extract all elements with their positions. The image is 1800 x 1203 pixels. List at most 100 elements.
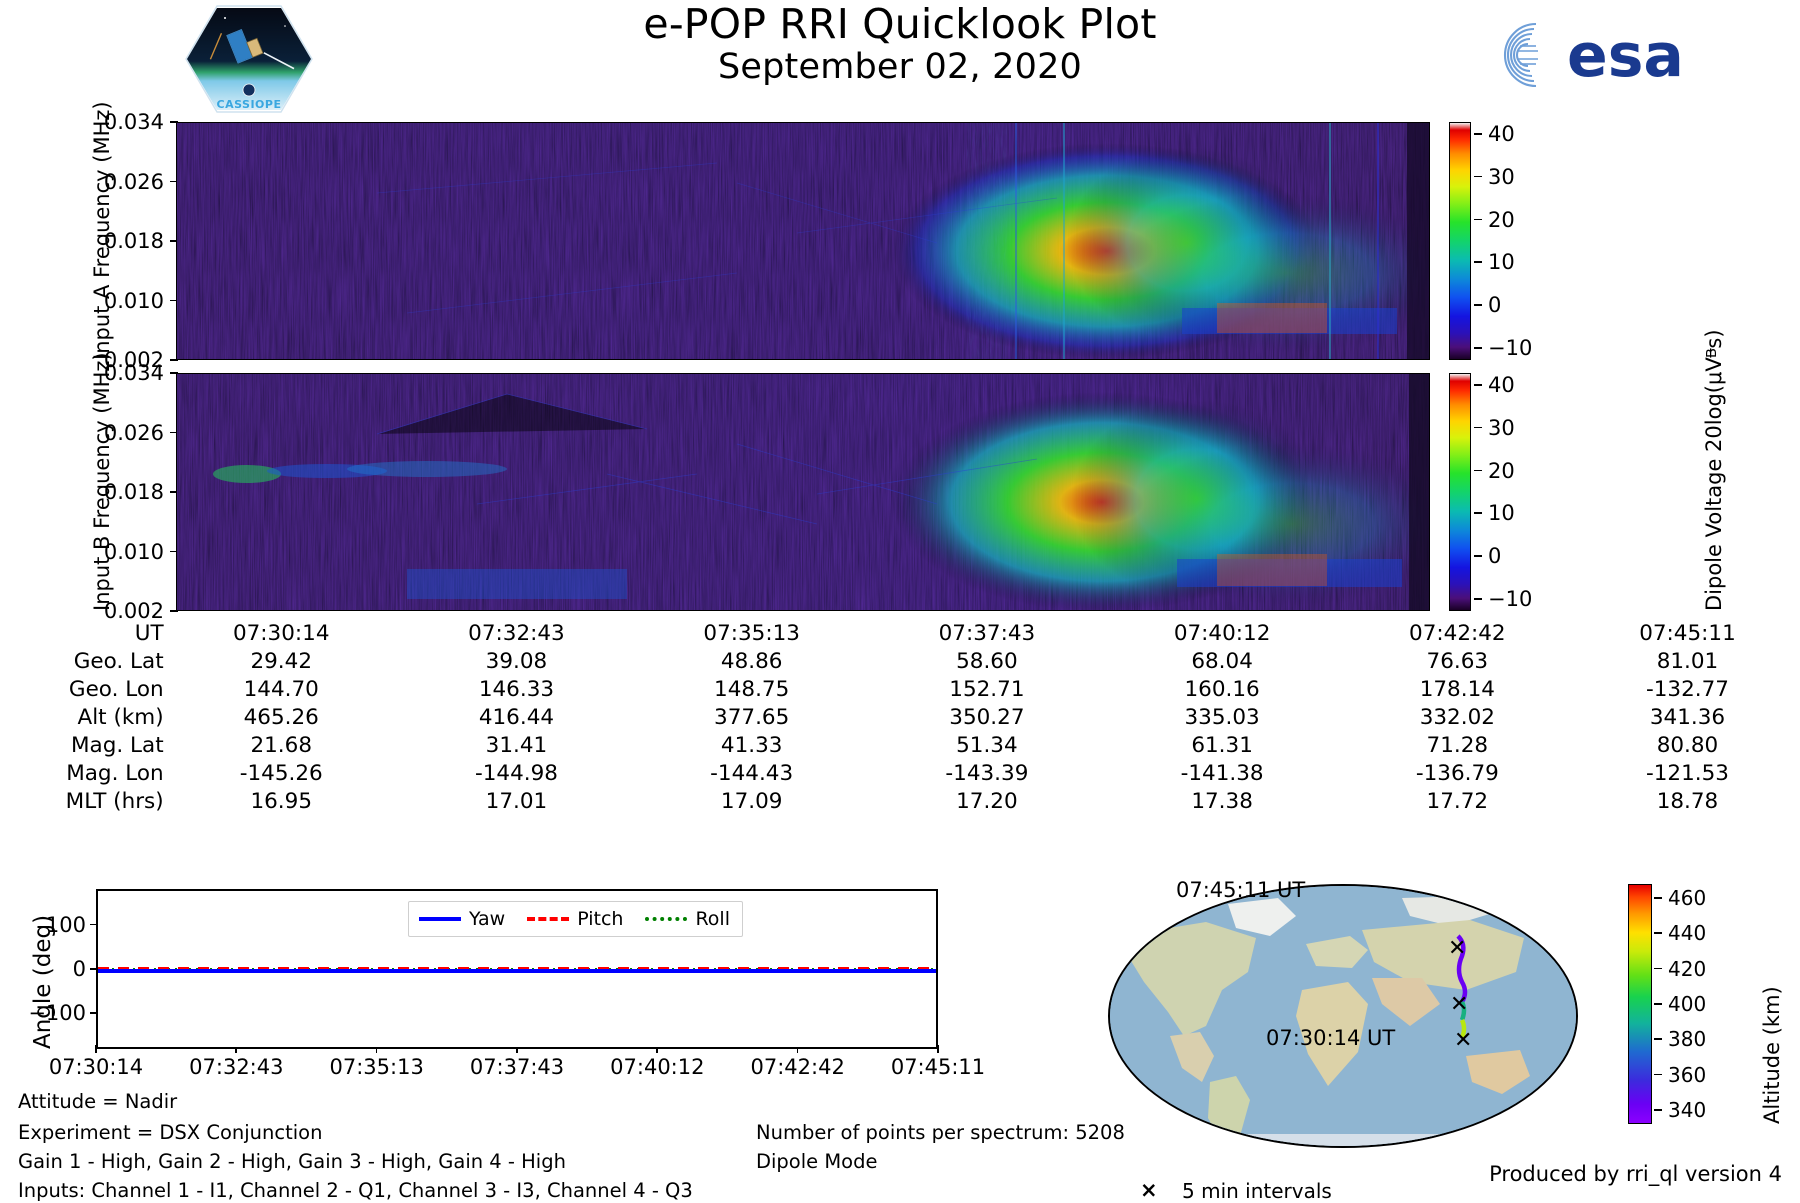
colorbar-tick-mark (1474, 261, 1482, 263)
table-cell: 465.26 (243, 704, 319, 730)
table-cell: 51.34 (956, 732, 1018, 758)
table-cell: 18.78 (1656, 788, 1719, 814)
y-tick-label: 0.026 (103, 169, 164, 194)
colorbar-tick-mark (1474, 384, 1482, 386)
table-cell: -132.77 (1645, 676, 1729, 702)
y-tick-mark (170, 491, 178, 493)
table-cell: 41.33 (720, 732, 783, 758)
table-cell: 17.01 (485, 788, 548, 814)
legend-item-roll: Roll (645, 908, 730, 930)
attitude-x-tick-mark (375, 1045, 378, 1053)
footer-attitude: Attitude = Nadir (18, 1090, 178, 1113)
legend-label-yaw: Yaw (469, 908, 506, 930)
colorbar-tick-label: 40 (1488, 373, 1515, 397)
attitude-y-tick-label: 100 (45, 912, 86, 937)
colorbar-tick-label: −10 (1488, 587, 1533, 611)
table-cell: 17.38 (1191, 788, 1253, 814)
title-date: September 02, 2020 (717, 46, 1083, 87)
altitude-tick-label: 380 (1668, 1027, 1707, 1052)
table-row-label: Alt (km) (77, 704, 164, 730)
table-cell: 39.08 (485, 648, 548, 674)
attitude-x-tick-mark (516, 1045, 518, 1053)
attitude-y-tick-mark (90, 968, 98, 970)
table-cell: 152.71 (949, 676, 1025, 702)
attitude-y-tick-label: 0 (72, 957, 86, 981)
map-svg (1110, 886, 1576, 1146)
altitude-tick-label: 400 (1668, 992, 1707, 1016)
colorbar-tick-label: 40 (1488, 122, 1515, 146)
table-cell: 17.09 (720, 788, 783, 814)
altitude-tick-mark (1654, 932, 1662, 934)
track-marker-x: ✕ (1454, 1028, 1473, 1053)
spectrogram-input-a[interactable] (176, 122, 1430, 360)
colorbar-tick-mark (1474, 133, 1482, 135)
colorbar-input-b (1449, 373, 1471, 611)
footer-inputs: Inputs: Channel 1 - I1, Channel 2 - Q1, … (18, 1179, 693, 1202)
table-cell: 341.36 (1649, 704, 1726, 730)
altitude-tick-mark (1654, 1003, 1662, 1005)
colorbar-tick-label: 20 (1488, 207, 1515, 232)
colorbar-tick-mark (1474, 598, 1482, 600)
table-cell: 29.42 (250, 648, 313, 674)
colorbar-tick-label: 0 (1488, 544, 1502, 569)
footer-points: Number of points per spectrum: 5208 (756, 1121, 1125, 1144)
attitude-x-tick-mark (95, 1045, 97, 1053)
table-row-label: Geo. Lon (68, 676, 164, 702)
colorbar-tick-label: 10 (1488, 501, 1515, 526)
table-row: Geo. Lon 144.70 146.33 148.75 152.71 160.16 17… (0, 676, 1800, 704)
attitude-x-tick-label: 07:32:43 (189, 1055, 284, 1079)
table-cell: 146.33 (478, 676, 555, 702)
track-marker-x: ✕ (1448, 936, 1467, 961)
table-cell: 71.28 (1426, 732, 1489, 758)
y-tick-label: 0.002 (103, 348, 164, 372)
attitude-x-tick-label: 07:40:12 (610, 1055, 705, 1079)
attitude-x-tick-label: 07:42:42 (750, 1055, 845, 1079)
roll-line-swatch (645, 917, 688, 921)
table-cell: 31.41 (485, 732, 548, 758)
altitude-colorbar (1628, 884, 1652, 1124)
table-cell: 81.01 (1656, 648, 1719, 674)
y-tick-label: 0.002 (103, 599, 164, 623)
table-cell: 350.27 (949, 704, 1025, 730)
table-cell: 76.63 (1426, 648, 1489, 674)
interval-marker-icon: × (1140, 1178, 1158, 1202)
produced-by-label: Produced by rri_ql version 4 (1489, 1162, 1782, 1186)
table-row: Mag. Lat 21.68 31.41 41.33 51.34 61.31 71.28 80… (0, 732, 1800, 760)
table-row: Alt (km) 465.26 416.44 377.65 350.27 335.03 33… (0, 704, 1800, 732)
ground-track-map[interactable]: ✕ ✕ ✕ 07:45:11 UT 07:30:14 UT (1108, 878, 1578, 1148)
attitude-y-tick-label: −100 (28, 1001, 86, 1026)
altitude-tick-mark (1654, 967, 1662, 970)
colorbar-tick-mark (1474, 426, 1482, 429)
altitude-tick-mark (1654, 1073, 1662, 1076)
colorbar-tick-label: 10 (1488, 250, 1515, 275)
title-main: e-POP RRI Quicklook Plot (643, 0, 1157, 48)
legend-item-yaw: Yaw (419, 908, 505, 930)
y-tick-mark (170, 610, 178, 612)
table-row: Mag. Lon -145.26 -144.98 -144.43 -143.39 -141… (0, 760, 1800, 788)
attitude-y-tick-mark (90, 923, 98, 926)
map-frame[interactable]: ✕ ✕ ✕ (1108, 884, 1578, 1148)
track-end-label: 07:45:11 UT (1176, 878, 1306, 902)
table-cell: 58.60 (956, 648, 1018, 674)
colorbar-tick-mark (1474, 469, 1482, 472)
table-cell: -144.98 (474, 760, 558, 786)
colorbar-tick-label: 30 (1488, 164, 1515, 189)
y-tick-label: 0.034 (103, 110, 164, 134)
footer-experiment: Experiment = DSX Conjunction (18, 1121, 323, 1144)
altitude-tick-mark (1654, 897, 1662, 899)
attitude-x-tick-mark (235, 1045, 237, 1053)
table-cell: 07:42:42 (1409, 621, 1506, 646)
table-cell: 148.75 (714, 676, 790, 702)
y-tick-mark (170, 240, 178, 242)
y-tick-label: 0.010 (103, 539, 164, 564)
attitude-x-tick-mark (796, 1045, 799, 1053)
spectrogram-input-b[interactable] (176, 373, 1430, 611)
table-cell: 07:35:13 (703, 621, 800, 646)
attitude-x-tick-label: 07:45:11 (890, 1055, 986, 1079)
altitude-tick-label: 420 (1668, 956, 1707, 981)
table-cell: 332.02 (1419, 704, 1495, 730)
y-tick-label: 0.018 (103, 229, 164, 253)
table-cell: -144.43 (710, 760, 794, 786)
colorbar-tick-label: 0 (1488, 293, 1502, 318)
colorbar-tick-label: 30 (1488, 415, 1515, 440)
